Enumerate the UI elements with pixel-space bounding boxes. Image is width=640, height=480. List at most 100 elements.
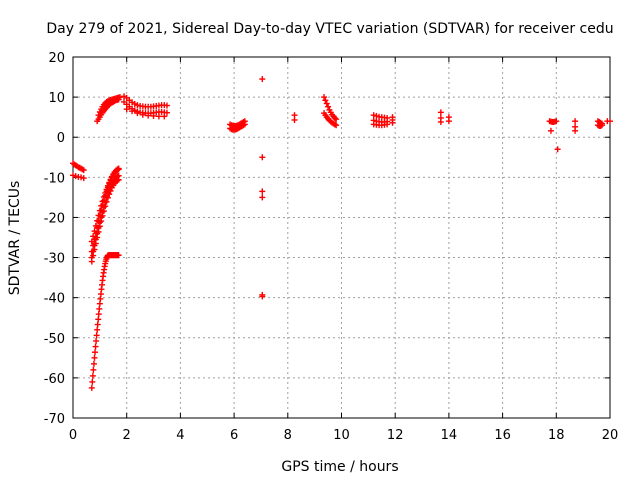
data-point xyxy=(103,186,110,193)
data-point xyxy=(241,121,248,128)
data-point xyxy=(547,127,554,134)
data-point xyxy=(163,109,170,116)
data-point xyxy=(92,349,99,356)
data-point xyxy=(259,76,266,83)
data-point xyxy=(90,233,97,240)
data-point xyxy=(259,194,266,201)
data-point xyxy=(333,122,340,129)
data-point xyxy=(94,217,101,224)
data-point xyxy=(92,222,99,229)
data-point xyxy=(325,103,332,110)
data-point xyxy=(384,121,391,128)
data-point xyxy=(90,366,97,373)
data-point xyxy=(91,354,98,361)
data-point xyxy=(95,228,102,235)
y-tick-label: 0 xyxy=(57,131,65,146)
data-point xyxy=(259,293,266,300)
data-point xyxy=(98,202,105,209)
data-point xyxy=(321,94,328,101)
data-point xyxy=(150,112,157,119)
x-axis-label: GPS time / hours xyxy=(281,459,398,475)
y-axis-label: SDTVAR / TECUs xyxy=(7,181,23,296)
data-point xyxy=(554,146,561,153)
data-point xyxy=(155,113,162,120)
data-point xyxy=(572,127,579,134)
data-point xyxy=(96,207,103,214)
data-point xyxy=(88,238,95,245)
data-point xyxy=(259,154,266,161)
data-point xyxy=(94,234,101,241)
data-point xyxy=(89,378,96,385)
data-point xyxy=(129,108,136,115)
data-point xyxy=(139,111,146,118)
y-axis-ticks: -70 -60 -50 -40 -30 -20 -10 0 10 20 xyxy=(44,51,610,427)
x-tick-label: 16 xyxy=(494,428,511,443)
data-point xyxy=(96,305,103,312)
data-point xyxy=(123,106,130,113)
data-point xyxy=(115,96,122,103)
x-tick-label: 14 xyxy=(441,428,458,443)
data-point xyxy=(322,97,329,104)
data-point xyxy=(437,109,444,116)
y-tick-label: -50 xyxy=(44,332,65,347)
y-tick-label: -10 xyxy=(44,171,65,186)
data-point xyxy=(163,102,170,109)
data-point xyxy=(90,360,97,367)
data-point xyxy=(90,252,97,259)
data-point xyxy=(88,258,95,265)
data-point xyxy=(598,122,605,129)
data-point xyxy=(93,332,100,339)
x-tick-label: 6 xyxy=(230,428,238,443)
data-point xyxy=(99,198,106,205)
x-tick-label: 0 xyxy=(69,428,77,443)
data-point xyxy=(553,118,560,125)
y-tick-label: 10 xyxy=(48,91,65,106)
data-point xyxy=(93,337,100,344)
data-point xyxy=(323,100,330,107)
data-point xyxy=(94,326,101,333)
data-point xyxy=(80,167,87,174)
data-point xyxy=(100,193,107,200)
data-point xyxy=(92,240,99,247)
data-point xyxy=(91,246,98,253)
y-tick-label: -20 xyxy=(44,211,65,226)
data-point xyxy=(104,182,111,189)
y-tick-label: -30 xyxy=(44,252,65,267)
data-point xyxy=(80,175,87,182)
chart-title: Day 279 of 2021, Sidereal Day-to-day VTE… xyxy=(46,21,613,37)
data-point xyxy=(106,191,113,198)
x-tick-label: 10 xyxy=(333,428,350,443)
y-tick-label: -60 xyxy=(44,372,65,387)
data-point xyxy=(95,311,102,318)
data-point xyxy=(115,176,122,183)
data-point xyxy=(88,384,95,391)
y-tick-label: -40 xyxy=(44,292,65,307)
data-point xyxy=(102,189,109,196)
x-tick-label: 18 xyxy=(548,428,565,443)
data-point xyxy=(106,179,113,186)
data-point xyxy=(115,252,122,259)
x-tick-label: 8 xyxy=(284,428,292,443)
data-points xyxy=(70,76,613,391)
data-point xyxy=(445,118,452,125)
y-tick-label: -70 xyxy=(44,412,65,427)
data-point xyxy=(389,119,396,126)
data-point xyxy=(95,212,102,219)
data-point xyxy=(572,118,579,125)
data-point xyxy=(607,118,613,125)
data-point xyxy=(91,228,98,235)
y-tick-label: 20 xyxy=(48,51,65,66)
data-point xyxy=(115,165,122,172)
data-point xyxy=(89,372,96,379)
data-point xyxy=(95,316,102,323)
data-point xyxy=(259,188,266,195)
x-tick-label: 2 xyxy=(123,428,131,443)
data-point xyxy=(291,116,298,123)
data-point xyxy=(134,110,141,117)
data-point xyxy=(437,118,444,125)
data-point xyxy=(333,116,340,123)
x-tick-label: 12 xyxy=(387,428,404,443)
data-point xyxy=(92,343,99,350)
x-tick-label: 20 xyxy=(602,428,619,443)
